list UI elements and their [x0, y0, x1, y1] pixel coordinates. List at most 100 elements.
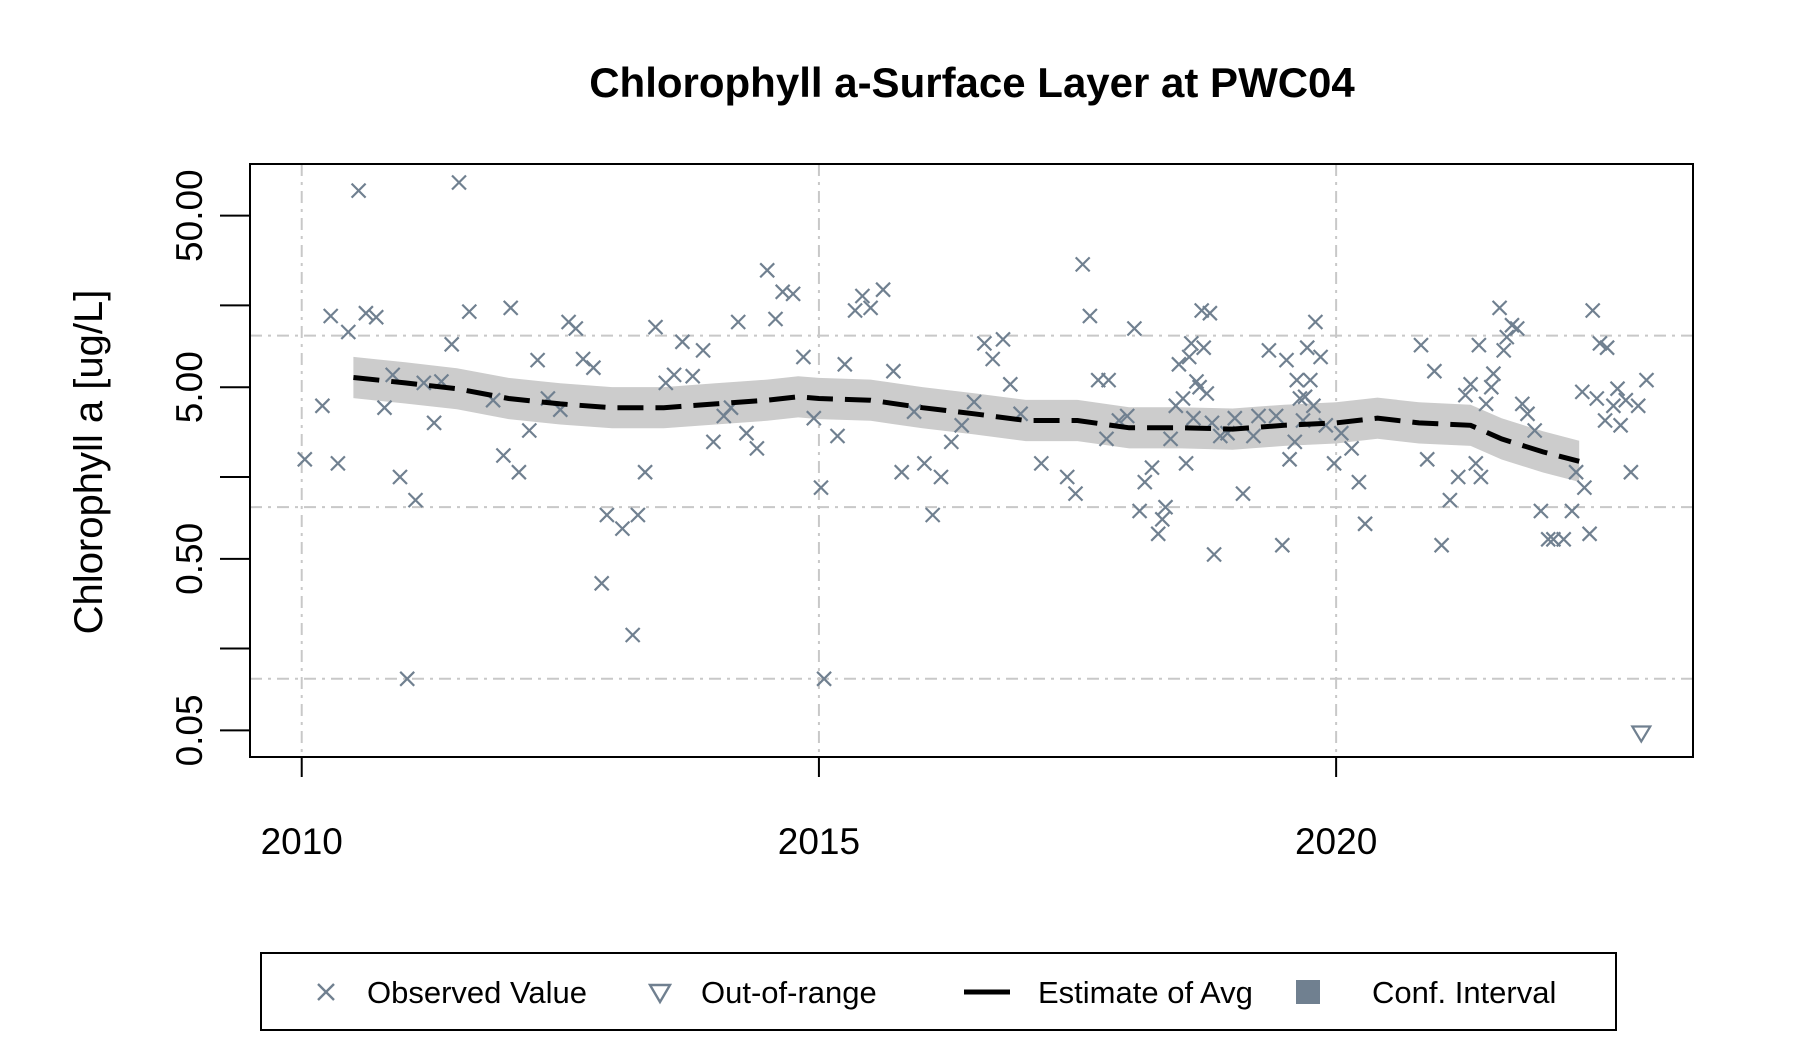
observed-point	[875, 281, 891, 298]
observed-point	[1357, 516, 1373, 532]
observed-point	[1033, 455, 1050, 472]
observed-point	[995, 331, 1011, 348]
observed-point	[1326, 455, 1342, 472]
y-axis: 0.05 0.50 5.00 50.00	[169, 169, 250, 766]
observed-point	[585, 359, 602, 376]
observed-point	[1261, 342, 1277, 359]
observed-point	[1605, 398, 1622, 414]
legend-item-conf-interval: Conf. Interval	[1296, 975, 1556, 1010]
y-axis-label: Chlorophyll a [ug/L]	[67, 290, 111, 635]
observed-point	[1178, 455, 1194, 472]
legend-label: Out-of-range	[701, 975, 877, 1010]
observed-point	[1307, 314, 1324, 330]
observed-point	[933, 469, 949, 485]
observed-point	[738, 425, 755, 441]
observed-point	[1185, 410, 1202, 426]
observed-point	[599, 507, 615, 523]
observed-point	[1302, 372, 1319, 388]
observed-point	[1509, 320, 1525, 337]
observed-point	[966, 394, 982, 410]
observed-point	[862, 300, 879, 316]
observed-point	[1618, 392, 1634, 408]
observed-point	[1175, 390, 1191, 407]
legend-frame	[260, 952, 1617, 1031]
observed-point	[806, 410, 822, 426]
observed-point	[593, 575, 610, 592]
x-marker-icon	[317, 983, 335, 1001]
plot-frame	[249, 163, 1694, 758]
observed-point	[511, 464, 527, 480]
observed-point	[1119, 408, 1135, 424]
observed-point	[1098, 431, 1115, 447]
observed-point	[1555, 531, 1572, 548]
observed-point	[1623, 464, 1639, 480]
y-tick-label: 0.50	[169, 523, 210, 595]
observed-point	[368, 309, 384, 325]
observed-point	[695, 342, 711, 359]
observed-point	[340, 324, 357, 340]
observed-point	[1150, 526, 1166, 542]
observed-point	[1589, 390, 1605, 407]
observed-point	[1206, 546, 1222, 563]
observed-point	[384, 367, 401, 383]
observed-point	[924, 507, 941, 523]
observed-point	[1499, 329, 1515, 345]
observed-point	[330, 455, 346, 472]
observed-point	[521, 422, 538, 439]
y-tick-label: 0.05	[169, 694, 210, 766]
observed-point	[1318, 417, 1334, 434]
observed-point	[314, 398, 331, 414]
observed-point	[1292, 390, 1308, 407]
observed-point	[1274, 537, 1291, 553]
observed-point	[813, 479, 829, 496]
observed-point	[984, 351, 1001, 367]
observed-point	[1471, 337, 1487, 353]
observed-point	[1195, 339, 1212, 356]
observed-point	[392, 469, 408, 485]
observed-point	[630, 507, 646, 523]
observed-point	[358, 305, 374, 321]
observed-point	[1278, 352, 1295, 368]
observed-point	[885, 363, 902, 379]
legend-label: Conf. Interval	[1372, 975, 1556, 1010]
observed-point	[705, 434, 722, 450]
observed-point	[1483, 379, 1500, 395]
grid	[250, 164, 1693, 757]
observed-point	[637, 464, 653, 480]
observed-point	[399, 671, 415, 687]
observed-point	[350, 182, 367, 199]
observed-point	[816, 671, 832, 687]
observed-point	[1193, 302, 1210, 319]
observed-points	[297, 174, 1655, 687]
observed-point	[1202, 305, 1218, 321]
square-icon	[1296, 980, 1320, 1004]
observed-point	[1183, 335, 1200, 352]
observed-point	[1235, 485, 1251, 502]
out-of-range-point	[1630, 725, 1653, 744]
observed-point	[1245, 428, 1262, 444]
observed-point	[674, 334, 691, 350]
observed-point	[1638, 372, 1655, 388]
observed-point	[416, 375, 432, 391]
observed-point	[1131, 503, 1148, 519]
observed-point	[1457, 387, 1474, 403]
observed-point	[614, 520, 631, 537]
observed-point	[916, 455, 933, 472]
chart-title: Chlorophyll a-Surface Layer at PWC04	[589, 59, 1355, 106]
observed-point	[1171, 356, 1187, 373]
observed-point	[1609, 380, 1626, 397]
observed-point	[1126, 320, 1143, 337]
observed-point	[1568, 464, 1584, 480]
observed-point	[943, 434, 960, 450]
legend-item-observed: Observed Value	[317, 975, 587, 1010]
observed-point	[1433, 537, 1450, 553]
observed-point	[953, 417, 970, 434]
observed-point	[1312, 349, 1329, 365]
observed-point	[1581, 526, 1598, 542]
observed-point	[1082, 308, 1098, 324]
observed-point	[795, 349, 812, 365]
observed-point	[730, 314, 746, 330]
y-tick-label: 5.00	[169, 351, 210, 423]
observed-point	[1599, 339, 1615, 356]
